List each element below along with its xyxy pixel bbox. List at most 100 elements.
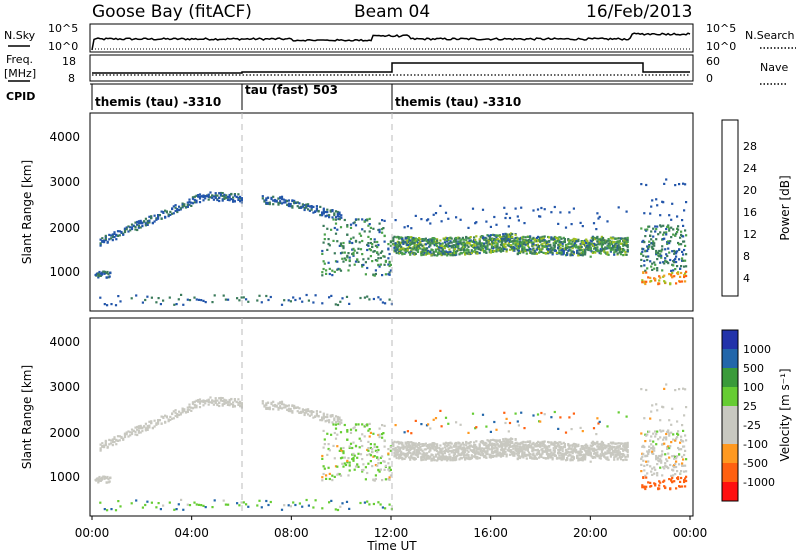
- velocity-point: [431, 454, 434, 457]
- velocity-point: [105, 481, 108, 484]
- power-point: [592, 237, 596, 240]
- power-point: [579, 243, 582, 246]
- power-point: [423, 252, 426, 255]
- power-point: [195, 199, 198, 202]
- power-point: [409, 246, 412, 250]
- power-point: [523, 241, 526, 244]
- velocity-point: [470, 457, 473, 460]
- velocity-point: [353, 426, 356, 429]
- power-point: [328, 296, 331, 299]
- velocity-point: [387, 468, 390, 471]
- velocity-point: [642, 459, 645, 462]
- power-point: [139, 219, 142, 222]
- velocity-point: [540, 454, 543, 457]
- velocity-point: [659, 436, 662, 439]
- velocity-point: [523, 444, 526, 447]
- power-point: [143, 220, 146, 223]
- velocity-point: [488, 448, 491, 451]
- power-point: [592, 247, 596, 250]
- power-point: [478, 238, 481, 241]
- velocity-point: [436, 459, 439, 462]
- velocity-point: [447, 458, 450, 461]
- power-point: [559, 211, 562, 214]
- velocity-point: [444, 441, 448, 444]
- velocity-point: [323, 467, 326, 470]
- power-point: [230, 193, 233, 196]
- velocity-point: [372, 478, 375, 481]
- power-point: [301, 205, 304, 208]
- velocity-point: [504, 443, 507, 446]
- velocity-point: [598, 456, 601, 460]
- velocity-point: [188, 403, 191, 406]
- power-point: [580, 248, 583, 251]
- velocity-point: [211, 399, 214, 402]
- velocity-point: [403, 457, 406, 460]
- power-point: [379, 256, 382, 260]
- velocity-point: [493, 455, 496, 458]
- velocity-point: [623, 454, 626, 457]
- power-point: [437, 253, 440, 256]
- velocity-point: [228, 398, 231, 402]
- power-point: [658, 275, 661, 278]
- power-point: [502, 249, 505, 252]
- velocity-point: [315, 410, 318, 413]
- velocity-point: [664, 453, 667, 456]
- power-point: [640, 252, 643, 256]
- power-point: [534, 244, 537, 247]
- power-point: [328, 272, 331, 276]
- velocity-point: [678, 453, 681, 456]
- velocity-point: [374, 464, 377, 467]
- velocity-point: [409, 457, 412, 460]
- velocity-point: [348, 507, 351, 510]
- power-point: [421, 248, 424, 251]
- power-point: [423, 243, 426, 246]
- velocity-point: [606, 444, 609, 447]
- power-point: [497, 248, 500, 251]
- velocity-point: [331, 474, 334, 477]
- power-point: [233, 200, 236, 203]
- velocity-point: [381, 479, 384, 482]
- power-point: [654, 278, 657, 281]
- velocity-point: [527, 451, 531, 454]
- velocity-point: [357, 452, 360, 455]
- power-point: [677, 228, 680, 231]
- velocity-point: [599, 457, 602, 460]
- power-point: [522, 251, 525, 254]
- power-point: [146, 223, 149, 226]
- power-point: [420, 252, 423, 255]
- power-point: [553, 245, 556, 248]
- power-point: [581, 240, 584, 244]
- velocity-point: [240, 402, 243, 405]
- power-point: [420, 218, 423, 221]
- power-point: [497, 247, 500, 250]
- velocity-point: [179, 412, 182, 415]
- velocity-point: [571, 450, 574, 453]
- velocity-point: [376, 445, 379, 449]
- velocity-point: [674, 462, 677, 465]
- power-point: [525, 252, 528, 255]
- power-point: [508, 216, 512, 220]
- velocity-point: [663, 436, 666, 439]
- power-point: [413, 253, 416, 256]
- power-point: [383, 263, 386, 266]
- velocity-point: [368, 428, 371, 431]
- power-point: [455, 252, 458, 255]
- velocity-point: [580, 453, 583, 456]
- power-point: [683, 209, 686, 212]
- power-point: [570, 223, 573, 226]
- power-point: [551, 248, 554, 251]
- power-point: [303, 208, 306, 212]
- power-point: [674, 268, 677, 271]
- velocity-point: [685, 406, 688, 409]
- power-point: [515, 242, 518, 245]
- power-point: [577, 238, 580, 241]
- power-point: [129, 226, 132, 229]
- power-point: [99, 242, 102, 245]
- power-point: [418, 246, 421, 249]
- velocity-point: [495, 441, 498, 444]
- power-point: [664, 257, 667, 260]
- power-point: [654, 279, 657, 282]
- power-point: [407, 236, 411, 239]
- velocity-point: [660, 461, 663, 464]
- power-point: [564, 226, 568, 229]
